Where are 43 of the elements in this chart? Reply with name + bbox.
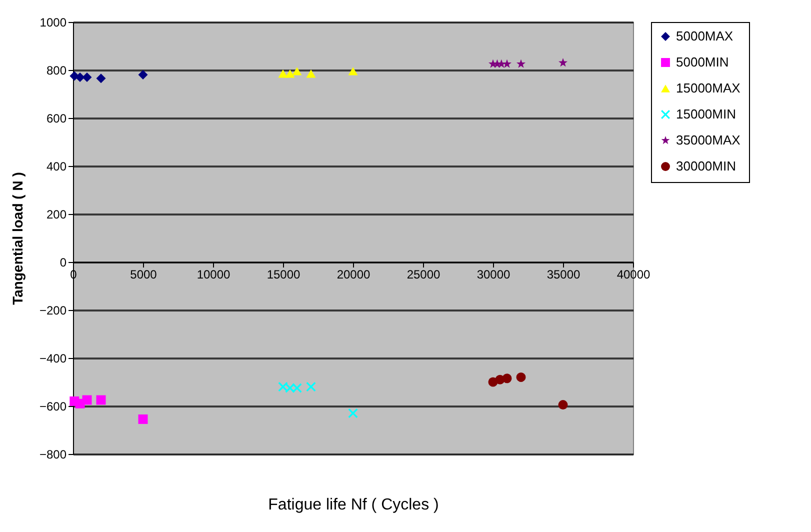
x-tick-label: 40000 — [616, 268, 651, 282]
point — [292, 383, 302, 393]
y-tick-label: 1000 — [40, 16, 67, 30]
y-axis-title: Tangential load ( N ) — [9, 172, 26, 305]
y-tick-label: 800 — [46, 64, 67, 78]
legend-label: 30000MIN — [676, 158, 736, 174]
x-tick-label: 5000 — [130, 268, 158, 282]
x-axis-title: Fatigue life Nf ( Cycles ) — [268, 496, 439, 514]
y-tick-label: 0 — [60, 256, 67, 270]
y-tick-label: 600 — [46, 112, 67, 126]
x-tick-label: 15000 — [266, 268, 301, 282]
x-tick-label: 20000 — [336, 268, 371, 282]
x-tick-label: 35000 — [546, 268, 581, 282]
point — [558, 400, 568, 410]
point — [558, 58, 568, 67]
legend-label: 5000MAX — [676, 28, 734, 44]
point — [82, 395, 92, 405]
point — [306, 69, 316, 78]
y-tick-label: −200 — [39, 304, 67, 318]
y-tick-label: 400 — [46, 160, 67, 174]
legend-label: 15000MAX — [676, 80, 741, 96]
point — [516, 59, 526, 68]
point — [348, 67, 358, 76]
y-tick-label: −600 — [39, 400, 67, 414]
point — [138, 70, 148, 80]
y-tick-label: 200 — [46, 208, 67, 222]
legend-label: 15000MIN — [676, 106, 736, 122]
x-tick-label: 10000 — [196, 268, 231, 282]
point — [75, 72, 85, 82]
legend-label: 5000MIN — [676, 54, 729, 70]
y-tick-label: −400 — [39, 352, 67, 366]
point — [502, 374, 512, 384]
point — [82, 72, 92, 82]
point — [516, 372, 526, 382]
x-tick-label: 30000 — [476, 268, 511, 282]
point — [96, 395, 106, 405]
point — [96, 74, 106, 84]
point — [138, 414, 148, 424]
legend-label: 35000MAX — [676, 132, 741, 148]
point — [292, 67, 302, 76]
x-tick-label: 25000 — [406, 268, 441, 282]
y-tick-label: −800 — [39, 448, 67, 462]
point — [285, 69, 295, 78]
